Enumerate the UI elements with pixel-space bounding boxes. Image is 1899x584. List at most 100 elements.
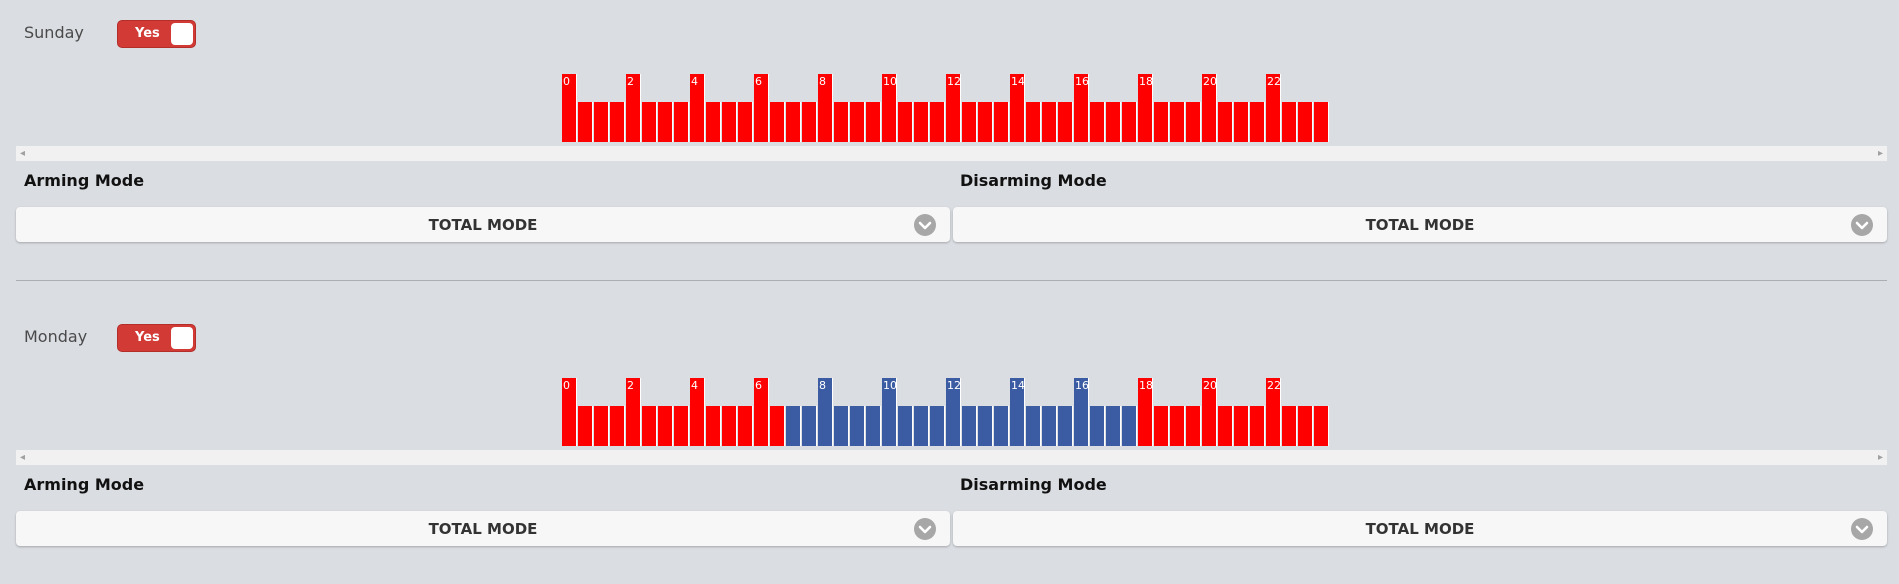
hour-slot[interactable]	[1234, 406, 1249, 446]
day-enabled-toggle[interactable]: Yes	[117, 324, 196, 352]
hour-slot[interactable]: 18	[1138, 74, 1153, 142]
hour-slot[interactable]	[1042, 406, 1057, 446]
hour-slot[interactable]	[1234, 102, 1249, 142]
hour-slot[interactable]: 8	[818, 74, 833, 142]
hour-slot[interactable]	[1170, 406, 1185, 446]
hour-slot[interactable]	[1170, 102, 1185, 142]
hour-slot[interactable]	[578, 102, 593, 142]
hour-slot[interactable]	[1218, 406, 1233, 446]
hour-slot[interactable]: 12	[946, 378, 961, 446]
hour-slot[interactable]	[1250, 406, 1265, 446]
hour-slot[interactable]	[1218, 102, 1233, 142]
hour-slot[interactable]: 4	[690, 74, 705, 142]
hour-slot[interactable]	[1122, 102, 1137, 142]
hour-slot[interactable]: 14	[1010, 74, 1025, 142]
arrow-left-icon[interactable]: ◂	[20, 452, 26, 463]
hour-slot[interactable]	[994, 102, 1009, 142]
hour-slot[interactable]	[674, 406, 689, 446]
hour-slot[interactable]	[658, 102, 673, 142]
hour-slot[interactable]	[1122, 406, 1137, 446]
hour-slot[interactable]	[642, 406, 657, 446]
hour-slot[interactable]: 12	[946, 74, 961, 142]
hour-slot[interactable]: 14	[1010, 378, 1025, 446]
hour-slot[interactable]	[850, 102, 865, 142]
hour-slot[interactable]	[594, 102, 609, 142]
chevron-down-icon[interactable]	[1851, 214, 1873, 236]
hour-slot[interactable]	[1282, 406, 1297, 446]
chevron-down-icon[interactable]	[914, 214, 936, 236]
hour-slot[interactable]	[642, 102, 657, 142]
arming-mode-select[interactable]: TOTAL MODE	[16, 207, 950, 242]
hour-slot[interactable]	[578, 406, 593, 446]
arming-mode-select[interactable]: TOTAL MODE	[16, 511, 950, 546]
hour-slot[interactable]	[1026, 102, 1041, 142]
hour-slot[interactable]	[978, 102, 993, 142]
hour-slot[interactable]	[962, 406, 977, 446]
hour-slot[interactable]: 10	[882, 378, 897, 446]
hour-slot[interactable]	[1058, 102, 1073, 142]
hour-slot[interactable]	[866, 102, 881, 142]
hour-slot[interactable]: 6	[754, 378, 769, 446]
hour-slot[interactable]	[1058, 406, 1073, 446]
hour-slot[interactable]	[786, 102, 801, 142]
hour-slot[interactable]	[914, 406, 929, 446]
hour-slot[interactable]	[930, 102, 945, 142]
disarming-mode-select[interactable]: TOTAL MODE	[953, 207, 1887, 242]
arrow-right-icon[interactable]: ▸	[1877, 452, 1883, 463]
chevron-down-icon[interactable]	[1851, 518, 1873, 540]
hour-slot[interactable]	[930, 406, 945, 446]
hour-slot[interactable]: 6	[754, 74, 769, 142]
hour-slot[interactable]	[770, 406, 785, 446]
hour-slot[interactable]	[834, 406, 849, 446]
hour-slot[interactable]	[834, 102, 849, 142]
hour-slot[interactable]	[706, 102, 721, 142]
hour-slot[interactable]	[1154, 102, 1169, 142]
day-enabled-toggle[interactable]: Yes	[117, 20, 196, 48]
hour-slot[interactable]	[1154, 406, 1169, 446]
hour-slot[interactable]	[1298, 102, 1313, 142]
hour-slot[interactable]	[898, 406, 913, 446]
hour-slot[interactable]	[738, 406, 753, 446]
hour-slot[interactable]: 16	[1074, 74, 1089, 142]
hour-slot[interactable]: 0	[562, 378, 577, 446]
hour-slot[interactable]: 16	[1074, 378, 1089, 446]
hour-slot[interactable]: 0	[562, 74, 577, 142]
hour-slot[interactable]	[866, 406, 881, 446]
hour-slot[interactable]	[610, 406, 625, 446]
hour-slot[interactable]	[994, 406, 1009, 446]
hour-slot[interactable]	[1282, 102, 1297, 142]
hour-slot[interactable]	[1250, 102, 1265, 142]
hour-slot[interactable]	[802, 406, 817, 446]
hour-slot[interactable]	[1186, 406, 1201, 446]
hour-slot[interactable]: 4	[690, 378, 705, 446]
hour-slot[interactable]: 2	[626, 378, 641, 446]
hour-slot[interactable]: 20	[1202, 378, 1217, 446]
hour-slot[interactable]: 22	[1266, 378, 1281, 446]
hour-slot[interactable]	[1186, 102, 1201, 142]
hour-slot[interactable]	[914, 102, 929, 142]
hour-slot[interactable]: 10	[882, 74, 897, 142]
hour-slot[interactable]	[898, 102, 913, 142]
hour-slot[interactable]: 22	[1266, 74, 1281, 142]
hour-slot[interactable]	[658, 406, 673, 446]
horizontal-scrollbar[interactable]: ◂ ▸	[16, 146, 1887, 161]
hour-slot[interactable]	[1298, 406, 1313, 446]
chevron-down-icon[interactable]	[914, 518, 936, 540]
hour-slot[interactable]	[1090, 406, 1105, 446]
hour-slot[interactable]	[738, 102, 753, 142]
hour-slot[interactable]	[1314, 406, 1329, 446]
horizontal-scrollbar[interactable]: ◂ ▸	[16, 450, 1887, 465]
disarming-mode-select[interactable]: TOTAL MODE	[953, 511, 1887, 546]
hour-slot[interactable]	[1026, 406, 1041, 446]
hour-slot[interactable]	[1042, 102, 1057, 142]
hour-slot[interactable]	[978, 406, 993, 446]
hour-slot[interactable]	[1106, 102, 1121, 142]
hour-slot[interactable]	[722, 406, 737, 446]
hour-slot[interactable]	[594, 406, 609, 446]
hour-slot[interactable]: 2	[626, 74, 641, 142]
hour-slot[interactable]	[722, 102, 737, 142]
hour-slot[interactable]	[802, 102, 817, 142]
hour-slot[interactable]	[610, 102, 625, 142]
hour-slot[interactable]: 18	[1138, 378, 1153, 446]
hour-slot[interactable]	[1090, 102, 1105, 142]
